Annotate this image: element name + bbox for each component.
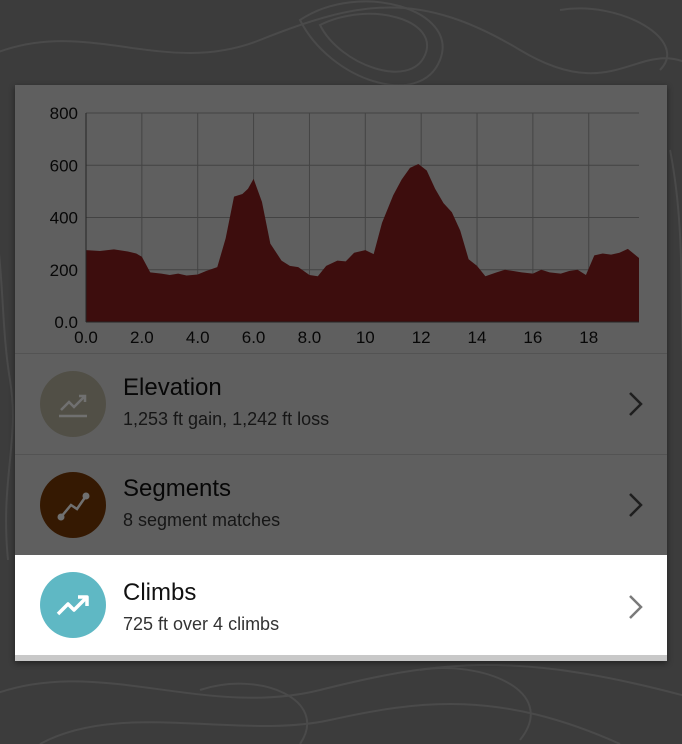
x-tick-label: 6.0: [242, 328, 266, 347]
x-tick-label: 14: [468, 328, 487, 347]
trending-up-icon: [56, 595, 89, 616]
segments-subtitle: 8 segment matches: [123, 510, 281, 530]
segments-icon: [57, 492, 90, 521]
elevation-area: [86, 163, 639, 322]
y-tick-label: 200: [50, 261, 78, 280]
climbs-subtitle: 725 ft over 4 climbs: [123, 614, 280, 634]
y-tick-label: 600: [50, 156, 78, 175]
x-tick-label: 2.0: [130, 328, 154, 347]
elevation-title: Elevation: [123, 374, 222, 401]
segments-icon-circle: [40, 472, 106, 538]
activity-details-card: 0.0 200 400 600 800 0.0 2.0 4.0 6.0 8.0 10 12 14 16 18…: [15, 85, 667, 661]
x-tick-label: 4.0: [186, 328, 210, 347]
chevron-right-icon: [629, 493, 643, 517]
elevation-row[interactable]: Elevation 1,253 ft gain, 1,242 ft loss: [15, 353, 667, 454]
climbs-title: Climbs: [123, 579, 197, 606]
climbs-row[interactable]: Climbs 725 ft over 4 climbs: [15, 555, 667, 656]
card-bottom-divider: [15, 655, 667, 661]
elevation-chart: 0.0 200 400 600 800 0.0 2.0 4.0 6.0 8.0 10 12 14 16 18: [15, 85, 667, 353]
x-tick-label: 10: [356, 328, 375, 347]
y-tick-label: 400: [50, 209, 78, 228]
x-tick-label: 12: [412, 328, 431, 347]
chevron-right-icon: [629, 392, 643, 416]
segments-row[interactable]: Segments 8 segment matches: [15, 454, 667, 555]
x-tick-label: 8.0: [298, 328, 322, 347]
elevation-subtitle: 1,253 ft gain, 1,242 ft loss: [123, 409, 330, 429]
y-tick-label: 800: [50, 104, 78, 123]
x-tick-label: 0.0: [74, 328, 98, 347]
chevron-right-icon: [629, 595, 643, 619]
x-tick-label: 18: [579, 328, 598, 347]
climbs-icon-circle: [40, 572, 106, 638]
elevation-chart-icon: [59, 394, 87, 418]
x-tick-label: 16: [523, 328, 542, 347]
elevation-icon-circle: [40, 371, 106, 437]
segments-title: Segments: [123, 475, 232, 502]
